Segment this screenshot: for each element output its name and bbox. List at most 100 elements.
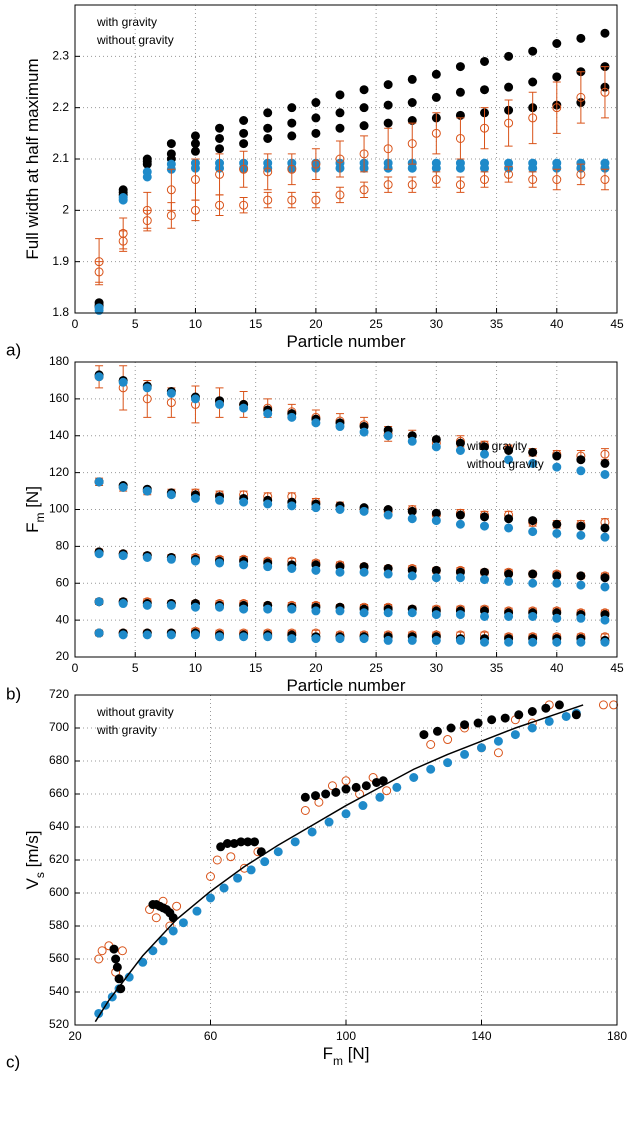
point	[600, 615, 610, 625]
y-tick-label: 720	[49, 687, 69, 701]
point	[142, 486, 152, 496]
point	[561, 711, 571, 721]
point	[215, 123, 225, 133]
y-tick-label: 20	[56, 649, 70, 663]
x-axis-label-part: Particle number	[286, 332, 405, 351]
point	[335, 505, 345, 514]
error-bar	[504, 166, 513, 183]
point	[311, 195, 321, 205]
point	[287, 195, 297, 205]
error-bar	[552, 168, 561, 191]
y-tick-label: 640	[49, 819, 69, 833]
point	[311, 606, 321, 616]
y-tick-label: 600	[49, 885, 69, 899]
point	[431, 573, 441, 583]
y-axis-label-part: F	[23, 523, 42, 533]
y-tick-label: 140	[49, 428, 69, 442]
error-bar	[287, 191, 296, 209]
point	[473, 718, 483, 728]
point	[407, 436, 417, 446]
plot-area	[75, 5, 617, 313]
x-tick-label: 0	[72, 317, 79, 331]
y-axis-label-part: [m/s]	[23, 831, 42, 873]
point	[118, 551, 128, 561]
point	[407, 506, 417, 516]
point	[477, 743, 486, 753]
point	[431, 442, 441, 452]
point	[455, 635, 465, 645]
point	[239, 139, 249, 149]
point	[142, 600, 152, 610]
point	[600, 87, 610, 97]
y-tick-label: 2.1	[52, 151, 69, 165]
point	[118, 377, 128, 387]
point	[307, 827, 317, 837]
x-tick-label: 10	[189, 317, 203, 331]
point	[311, 565, 321, 575]
point	[114, 974, 124, 984]
point	[576, 637, 586, 647]
point	[166, 600, 176, 610]
point	[544, 716, 554, 726]
point	[576, 466, 586, 476]
point	[142, 394, 152, 404]
point	[358, 801, 368, 811]
point	[109, 944, 119, 954]
point	[168, 926, 178, 936]
point	[263, 562, 273, 572]
point	[487, 715, 497, 725]
point	[142, 172, 152, 182]
y-axis-label-part: Full width at half maximum	[23, 58, 42, 259]
point	[382, 786, 392, 796]
x-axis-label: Particle number	[286, 332, 405, 351]
error-bar	[408, 176, 417, 193]
point	[311, 503, 321, 513]
point	[510, 730, 520, 740]
point	[263, 604, 273, 614]
point	[480, 611, 490, 621]
error-bar	[239, 150, 248, 188]
point	[609, 700, 619, 710]
point	[455, 163, 465, 173]
point	[287, 131, 297, 141]
point	[311, 113, 321, 123]
point	[138, 957, 148, 967]
y-tick-label: 700	[49, 720, 69, 734]
point	[142, 383, 152, 393]
point	[219, 883, 229, 893]
point	[480, 575, 490, 585]
point	[166, 630, 176, 640]
error-bar	[287, 153, 296, 186]
point	[552, 175, 562, 185]
plot-area	[75, 362, 617, 657]
point	[239, 497, 249, 507]
point	[263, 133, 273, 143]
point	[528, 175, 538, 185]
panel-label: b)	[6, 684, 21, 703]
error-bar	[432, 171, 441, 188]
point	[576, 613, 586, 623]
error-bar	[263, 191, 272, 209]
point	[600, 469, 610, 479]
point	[528, 611, 538, 621]
error-bar	[600, 66, 609, 119]
point	[166, 388, 176, 398]
error-bar	[191, 385, 200, 424]
point	[407, 74, 417, 84]
point	[552, 39, 562, 48]
x-tick-label: 15	[249, 661, 263, 675]
point	[407, 608, 417, 618]
point	[273, 847, 283, 857]
x-axis-label: Fm [N]	[323, 1044, 370, 1068]
point	[576, 521, 586, 531]
point	[118, 599, 128, 609]
point	[480, 512, 490, 522]
point	[443, 735, 453, 745]
error-bar	[95, 261, 104, 283]
point	[190, 139, 200, 149]
point	[287, 501, 297, 511]
point	[431, 565, 441, 575]
point	[600, 523, 610, 533]
point	[552, 72, 562, 82]
point	[117, 946, 127, 956]
